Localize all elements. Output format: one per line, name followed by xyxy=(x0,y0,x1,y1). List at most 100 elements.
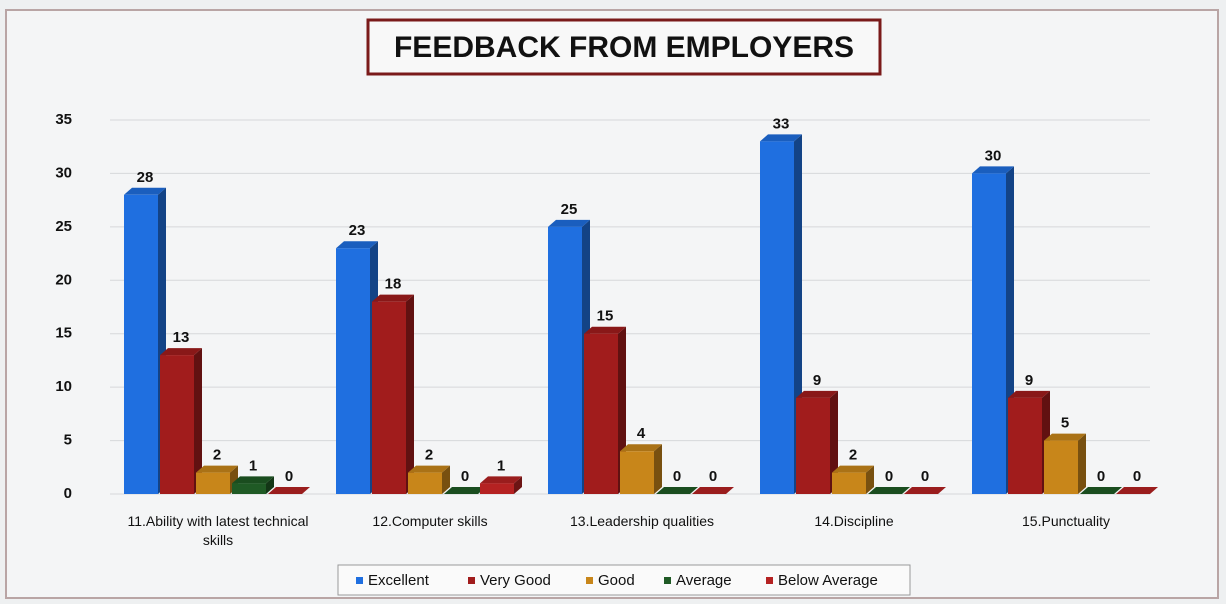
data-label: 4 xyxy=(637,425,646,442)
bar-top xyxy=(268,487,310,494)
bar xyxy=(548,226,582,494)
data-label: 0 xyxy=(885,468,893,485)
data-label: 0 xyxy=(921,468,929,485)
data-label: 0 xyxy=(285,468,293,485)
x-tick-label: 12.Computer skills xyxy=(372,513,488,529)
bar-side xyxy=(654,444,662,494)
y-tick-label: 0 xyxy=(64,485,72,502)
bar xyxy=(408,472,442,494)
bar-top xyxy=(232,476,274,484)
x-tick-label: 14.Discipline xyxy=(814,513,894,529)
legend-swatch xyxy=(468,577,475,584)
legend-label: Excellent xyxy=(368,572,430,589)
data-label: 18 xyxy=(385,276,402,293)
bar xyxy=(584,333,618,494)
data-label: 1 xyxy=(497,457,505,474)
bar xyxy=(336,248,370,494)
bar-top xyxy=(444,487,486,494)
legend-label: Below Average xyxy=(778,572,878,589)
bar-top xyxy=(1008,390,1050,398)
bar-side xyxy=(406,294,414,494)
chart-title: FEEDBACK FROM EMPLOYERS xyxy=(394,31,854,64)
legend-box xyxy=(337,564,911,596)
data-label: 9 xyxy=(1025,372,1033,389)
bar-side xyxy=(194,348,202,494)
y-tick-label: 5 xyxy=(64,432,72,449)
y-tick-label: 30 xyxy=(55,164,72,181)
bar-top xyxy=(124,187,166,195)
bar-top xyxy=(1044,433,1086,441)
bar-top xyxy=(372,294,414,302)
bar xyxy=(480,483,514,494)
data-label: 2 xyxy=(425,447,433,464)
bar-top xyxy=(160,348,202,356)
bar-top xyxy=(620,444,662,452)
bar-top xyxy=(692,487,734,494)
bar xyxy=(196,472,230,494)
bar xyxy=(1008,397,1042,494)
bar-top xyxy=(904,487,946,494)
bar-top xyxy=(196,465,238,473)
data-label: 0 xyxy=(1097,468,1105,485)
bar-side xyxy=(866,465,874,494)
data-label: 23 xyxy=(349,222,366,239)
bar xyxy=(832,472,866,494)
bar xyxy=(1044,440,1078,494)
bar xyxy=(372,301,406,494)
bar-top xyxy=(1116,487,1158,494)
bar-side xyxy=(442,465,450,494)
data-label: 0 xyxy=(709,468,717,485)
bar-top xyxy=(1080,487,1122,494)
data-label: 30 xyxy=(985,147,1002,164)
bar xyxy=(760,141,794,494)
bar xyxy=(160,355,194,494)
legend-swatch xyxy=(766,577,773,584)
y-tick-label: 10 xyxy=(55,378,72,395)
legend-swatch xyxy=(356,577,363,584)
data-label: 25 xyxy=(561,201,578,218)
data-label: 2 xyxy=(213,447,221,464)
bar-top xyxy=(408,465,450,473)
data-label: 15 xyxy=(597,308,614,325)
data-label: 33 xyxy=(773,115,790,132)
bar-top xyxy=(480,476,522,484)
data-label: 0 xyxy=(673,468,681,485)
bar-top xyxy=(548,219,590,227)
data-label: 0 xyxy=(461,468,469,485)
bar-top xyxy=(656,487,698,494)
bar xyxy=(232,483,266,494)
y-tick-label: 35 xyxy=(55,111,72,128)
x-tick-label: 15.Punctuality xyxy=(1022,513,1110,529)
bar-top xyxy=(796,390,838,398)
legend-swatch xyxy=(586,577,593,584)
title-box xyxy=(366,18,882,76)
bar xyxy=(972,173,1006,494)
y-tick-label: 15 xyxy=(55,325,72,342)
bar-side xyxy=(830,390,838,494)
bar xyxy=(620,451,654,494)
bar xyxy=(124,194,158,495)
data-label: 5 xyxy=(1061,415,1069,432)
bar-top xyxy=(868,487,910,494)
bar-side xyxy=(1078,433,1086,494)
data-label: 28 xyxy=(137,169,154,186)
bar-top xyxy=(832,465,874,473)
x-tick-label: 13.Leadership qualities xyxy=(570,513,714,529)
bar-side xyxy=(266,476,274,494)
bar-side xyxy=(514,476,522,494)
bar-top xyxy=(760,134,802,142)
bar xyxy=(796,397,830,494)
x-tick-label: 11.Ability with latest technical skills xyxy=(127,513,309,548)
bar-top xyxy=(336,241,378,249)
data-label: 0 xyxy=(1133,468,1141,485)
data-label: 1 xyxy=(249,457,257,474)
data-label: 13 xyxy=(173,329,190,346)
y-tick-label: 20 xyxy=(55,271,72,288)
data-label: 2 xyxy=(849,447,857,464)
legend-label: Good xyxy=(598,572,635,589)
legend-label: Average xyxy=(676,572,732,589)
legend-label: Very Good xyxy=(480,572,551,589)
data-label: 9 xyxy=(813,372,821,389)
bar-top xyxy=(972,166,1014,174)
